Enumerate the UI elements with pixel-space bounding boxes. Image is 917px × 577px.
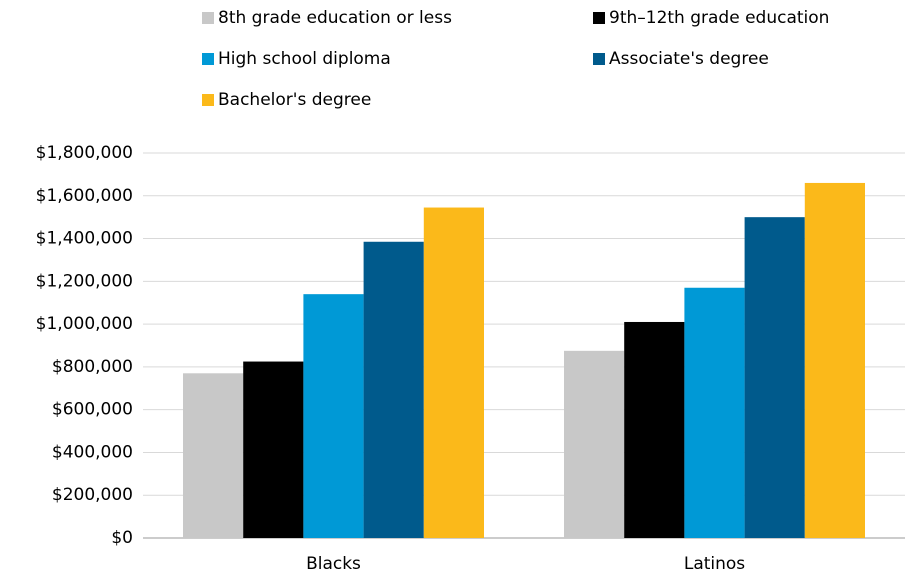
legend-swatch — [202, 94, 214, 106]
bar — [243, 361, 304, 538]
legend-label: High school diploma — [218, 49, 391, 69]
y-tick-label: $600,000 — [52, 400, 133, 420]
legend-swatch — [593, 12, 605, 24]
y-tick-label: $800,000 — [52, 357, 133, 377]
bar — [564, 350, 625, 538]
legend-label: 8th grade education or less — [218, 8, 452, 28]
bar — [363, 241, 424, 538]
bar — [804, 182, 865, 538]
x-tick-label: Blacks — [306, 554, 361, 574]
legend-label: 9th–12th grade education — [609, 8, 829, 28]
x-tick-label: Latinos — [684, 554, 745, 574]
bar — [303, 294, 364, 538]
y-tick-label: $1,200,000 — [36, 271, 133, 291]
y-tick-label: $200,000 — [52, 485, 133, 505]
bar — [423, 207, 484, 538]
y-tick-label: $1,400,000 — [36, 229, 133, 249]
legend-swatch — [593, 53, 605, 65]
legend-label: Associate's degree — [609, 49, 769, 69]
y-tick-label: $1,600,000 — [36, 186, 133, 206]
y-tick-label: $0 — [111, 528, 133, 548]
legend-swatch — [202, 12, 214, 24]
y-tick-label: $1,000,000 — [36, 314, 133, 334]
bar — [684, 287, 745, 538]
bar — [183, 373, 244, 538]
legend-label: Bachelor's degree — [218, 90, 371, 110]
bar — [624, 321, 685, 538]
y-tick-label: $1,800,000 — [36, 143, 133, 163]
y-tick-label: $400,000 — [52, 442, 133, 462]
bar — [744, 217, 805, 538]
legend-swatch — [202, 53, 214, 65]
